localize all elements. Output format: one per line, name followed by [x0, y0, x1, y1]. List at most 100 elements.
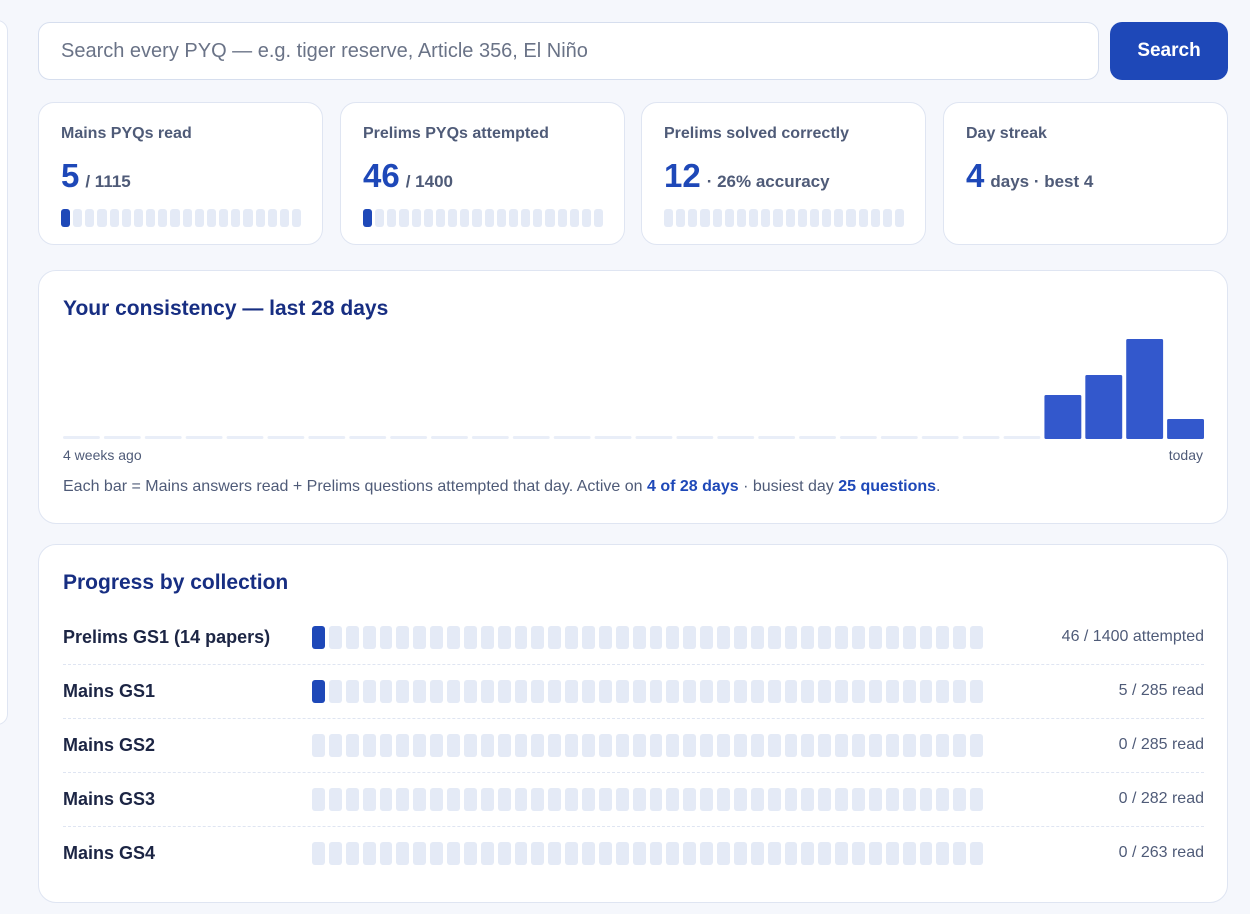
progress-segment [835, 626, 848, 649]
progress-segment [362, 734, 376, 757]
progress-segment [801, 734, 815, 757]
progress-segment [328, 734, 342, 757]
progress-segment [919, 842, 933, 865]
stat-value: 12 · 26% accuracy [664, 157, 830, 195]
progress-segment [936, 734, 950, 757]
progress-segment [858, 209, 868, 227]
progress-segment [868, 734, 882, 757]
progress-segment [423, 209, 433, 227]
progress-segment [733, 842, 747, 865]
day-bar [1085, 375, 1123, 439]
progress-segment [430, 734, 443, 757]
progress-segment [750, 626, 764, 649]
progress-segment [767, 842, 781, 865]
progress-segment [767, 680, 781, 703]
progress-segment [146, 209, 156, 227]
stat-number: 4 [966, 157, 985, 194]
collection-row[interactable]: Mains GS2 0 / 285 read [63, 719, 1204, 773]
progress-segment [894, 209, 905, 227]
search-button[interactable]: Search [1110, 22, 1228, 80]
progress-segment [312, 788, 325, 811]
progress-segment [970, 842, 983, 865]
collection-count: 0 / 285 read [1118, 736, 1204, 753]
progress-segment [362, 626, 376, 649]
progress-segment [514, 680, 528, 703]
progress-segment [712, 209, 722, 227]
progress-segment [868, 626, 882, 649]
progress-segment [885, 734, 899, 757]
progress-segment [85, 209, 95, 227]
day-bar-empty [431, 436, 468, 439]
progress-segment [724, 209, 734, 227]
progress-segment [396, 734, 410, 757]
progress-segment [531, 842, 545, 865]
progress-segment [231, 209, 241, 227]
progress-segment [632, 626, 646, 649]
progress-segment [632, 680, 646, 703]
progress-segment [852, 734, 865, 757]
progress-segment [413, 842, 427, 865]
progress-segment [649, 788, 663, 811]
stat-label: Prelims PYQs attempted [363, 125, 549, 142]
progress-segment [717, 734, 730, 757]
progress-segment [750, 788, 764, 811]
progress-segment [565, 734, 578, 757]
progress-segment [801, 842, 815, 865]
progress-segment [953, 842, 967, 865]
progress-segment [362, 680, 376, 703]
progress-segment [598, 788, 612, 811]
progress-segment [683, 788, 697, 811]
progress-segment [970, 680, 983, 703]
collection-count: 0 / 263 read [1118, 844, 1204, 861]
progress-segment [676, 209, 686, 227]
progress-segment [784, 680, 798, 703]
day-bar-empty [839, 436, 877, 439]
progress-segment [717, 842, 730, 865]
search-input[interactable] [38, 22, 1099, 80]
progress-segment [919, 680, 933, 703]
collection-row[interactable]: Mains GS4 0 / 263 read [63, 827, 1204, 881]
progress-segment [565, 842, 578, 865]
collection-count: 5 / 285 read [1118, 682, 1204, 699]
progress-segment [531, 626, 545, 649]
progress-segment [219, 209, 229, 227]
progress-segment [936, 788, 950, 811]
stat-label: Day streak [966, 125, 1047, 142]
progress-segment [73, 209, 83, 227]
progress-segment [936, 680, 950, 703]
day-bar-empty [185, 436, 223, 439]
collection-row[interactable]: Mains GS1 5 / 285 read [63, 665, 1204, 719]
progress-segment [582, 788, 595, 811]
day-bar [1167, 419, 1204, 439]
progress-segment [784, 626, 798, 649]
collection-row[interactable]: Prelims GS1 (14 papers) 46 / 1400 attemp… [63, 611, 1204, 665]
collection-name: Mains GS4 [63, 843, 156, 863]
active-days-value: 4 of 28 days [647, 478, 739, 495]
progress-segment [885, 788, 899, 811]
progress-segment [548, 626, 562, 649]
collection-row[interactable]: Mains GS3 0 / 282 read [63, 773, 1204, 827]
progress-segment [312, 842, 325, 865]
day-bar-empty [676, 436, 714, 439]
progress-segment [683, 680, 697, 703]
progress-segment [749, 209, 759, 227]
progress-segment [666, 788, 680, 811]
progress-segment [582, 842, 595, 865]
consistency-title: Your consistency — last 28 days [63, 297, 389, 320]
progress-segment [953, 734, 967, 757]
progress-segment [569, 209, 579, 227]
progress-segment [902, 680, 916, 703]
caption-text: · busiest day [738, 478, 839, 495]
progress-segment [133, 209, 144, 227]
progress-segment [345, 626, 359, 649]
stat-suffix: / 1115 [85, 172, 131, 191]
progress-segment [733, 680, 747, 703]
collection-count: 0 / 282 read [1118, 790, 1204, 807]
progress-segment [497, 626, 511, 649]
progress-segment [683, 842, 697, 865]
progress-segment [243, 209, 253, 227]
progress-segment [413, 734, 427, 757]
progress-segment [387, 209, 397, 227]
progress-segment [497, 734, 511, 757]
progress-segment [846, 209, 856, 227]
